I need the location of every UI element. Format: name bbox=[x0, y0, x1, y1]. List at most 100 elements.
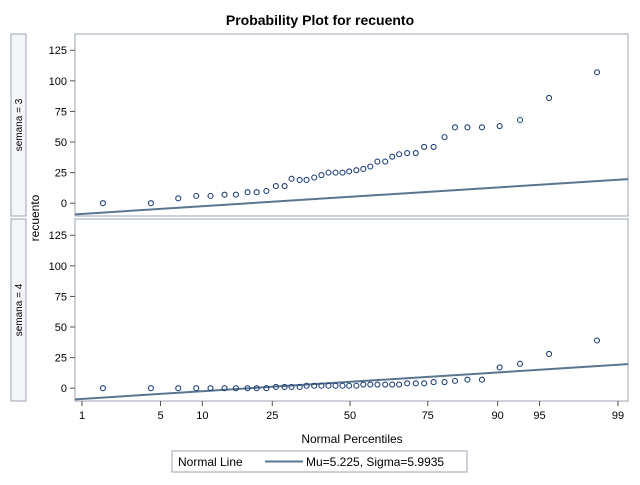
data-point bbox=[244, 385, 251, 392]
data-point bbox=[396, 151, 403, 158]
data-point bbox=[318, 382, 325, 389]
panels-layer: semana = 3 0 25 50 75 100 125 semana = 4 0 25 50 75… bbox=[10, 33, 629, 402]
data-point bbox=[99, 200, 107, 207]
data-point bbox=[193, 192, 200, 199]
data-point bbox=[404, 380, 411, 387]
data-point bbox=[253, 385, 260, 392]
data-point bbox=[430, 379, 437, 386]
data-point bbox=[175, 385, 182, 392]
y-tick-label: 25 bbox=[55, 168, 67, 180]
data-point bbox=[412, 149, 419, 157]
data-point bbox=[311, 382, 318, 389]
panel-label-1: semana = 3 bbox=[14, 98, 25, 151]
panel-1: semana = 3 0 25 50 75 100 125 bbox=[10, 33, 629, 217]
x-axis-label: Normal Percentiles bbox=[301, 432, 402, 446]
data-point bbox=[593, 69, 601, 76]
x-tick-label: 5 bbox=[157, 410, 163, 422]
data-point bbox=[325, 169, 332, 176]
data-point bbox=[296, 383, 303, 391]
y-tick-label: 125 bbox=[49, 230, 67, 242]
data-point bbox=[311, 174, 318, 181]
data-point bbox=[339, 169, 346, 176]
data-point bbox=[367, 381, 374, 388]
data-point bbox=[318, 172, 325, 179]
data-point bbox=[516, 360, 524, 367]
data-point bbox=[593, 337, 601, 344]
data-point bbox=[221, 191, 228, 198]
data-point bbox=[478, 376, 486, 383]
data-point bbox=[412, 380, 419, 387]
panel-label-2: semana = 4 bbox=[14, 283, 25, 336]
data-point bbox=[478, 124, 486, 131]
data-point bbox=[332, 169, 339, 176]
panel-2: semana = 4 0 25 50 75 100 125 bbox=[10, 218, 629, 402]
data-point bbox=[464, 124, 471, 131]
data-point bbox=[281, 183, 288, 190]
data-point bbox=[147, 385, 154, 392]
data-point bbox=[244, 189, 251, 196]
normal-reference-line bbox=[75, 363, 628, 401]
data-point bbox=[396, 381, 403, 388]
x-tick-label: 75 bbox=[422, 410, 434, 422]
data-point bbox=[451, 377, 459, 384]
data-point bbox=[288, 383, 295, 391]
data-point bbox=[496, 123, 503, 130]
data-point bbox=[332, 382, 339, 389]
y-axis-label: recuento bbox=[28, 194, 42, 241]
data-point bbox=[360, 165, 367, 172]
normal-reference-line bbox=[75, 178, 628, 216]
data-point bbox=[288, 175, 295, 182]
legend-entry: Mu=5.225, Sigma=5.9935 bbox=[306, 455, 444, 469]
data-point bbox=[207, 192, 214, 199]
data-point bbox=[374, 381, 381, 388]
y-tick-label: 0 bbox=[61, 198, 67, 210]
data-point bbox=[360, 381, 367, 388]
x-tick-label: 25 bbox=[266, 410, 278, 422]
data-point bbox=[263, 385, 270, 392]
y-tick-label: 75 bbox=[55, 106, 67, 118]
legend-box bbox=[171, 450, 468, 473]
data-point bbox=[221, 385, 228, 392]
chart-title: Probability Plot for recuento bbox=[226, 12, 414, 28]
data-point bbox=[272, 183, 279, 190]
data-point bbox=[464, 376, 471, 383]
data-point bbox=[367, 163, 374, 170]
y-tick-label: 100 bbox=[49, 261, 67, 273]
data-point bbox=[147, 200, 154, 207]
y-tick-label: 50 bbox=[55, 137, 67, 149]
data-point bbox=[496, 364, 503, 371]
data-point bbox=[546, 94, 553, 102]
data-point bbox=[546, 350, 553, 357]
data-point bbox=[430, 143, 437, 150]
legend: Normal Line Mu=5.225, Sigma=5.9935 bbox=[171, 450, 468, 473]
panel-strip-2 bbox=[10, 218, 27, 402]
data-point bbox=[339, 382, 346, 389]
data-point bbox=[232, 385, 239, 392]
y-tick-label: 75 bbox=[55, 291, 67, 303]
data-point bbox=[207, 385, 214, 392]
data-point bbox=[441, 134, 448, 141]
data-point bbox=[516, 116, 524, 124]
data-point bbox=[441, 379, 448, 386]
y-tick-label: 125 bbox=[49, 45, 67, 57]
data-point bbox=[353, 167, 360, 174]
legend-title: Normal Line bbox=[178, 455, 243, 469]
data-point bbox=[303, 176, 310, 184]
x-tick-label: 1 bbox=[79, 410, 85, 422]
data-point bbox=[382, 381, 389, 388]
y-tick-label: 0 bbox=[61, 383, 67, 395]
data-point bbox=[193, 385, 200, 392]
panel-frame-2 bbox=[74, 218, 629, 402]
data-point bbox=[389, 153, 396, 160]
data-point bbox=[232, 191, 239, 198]
x-tick-label: 50 bbox=[344, 410, 356, 422]
data-point bbox=[421, 143, 428, 150]
y-tick-label: 25 bbox=[55, 353, 67, 365]
data-point bbox=[272, 383, 279, 391]
data-point bbox=[175, 195, 182, 202]
x-tick-label: 10 bbox=[196, 410, 208, 422]
data-point bbox=[404, 149, 411, 157]
x-tick-label: 99 bbox=[612, 410, 624, 422]
